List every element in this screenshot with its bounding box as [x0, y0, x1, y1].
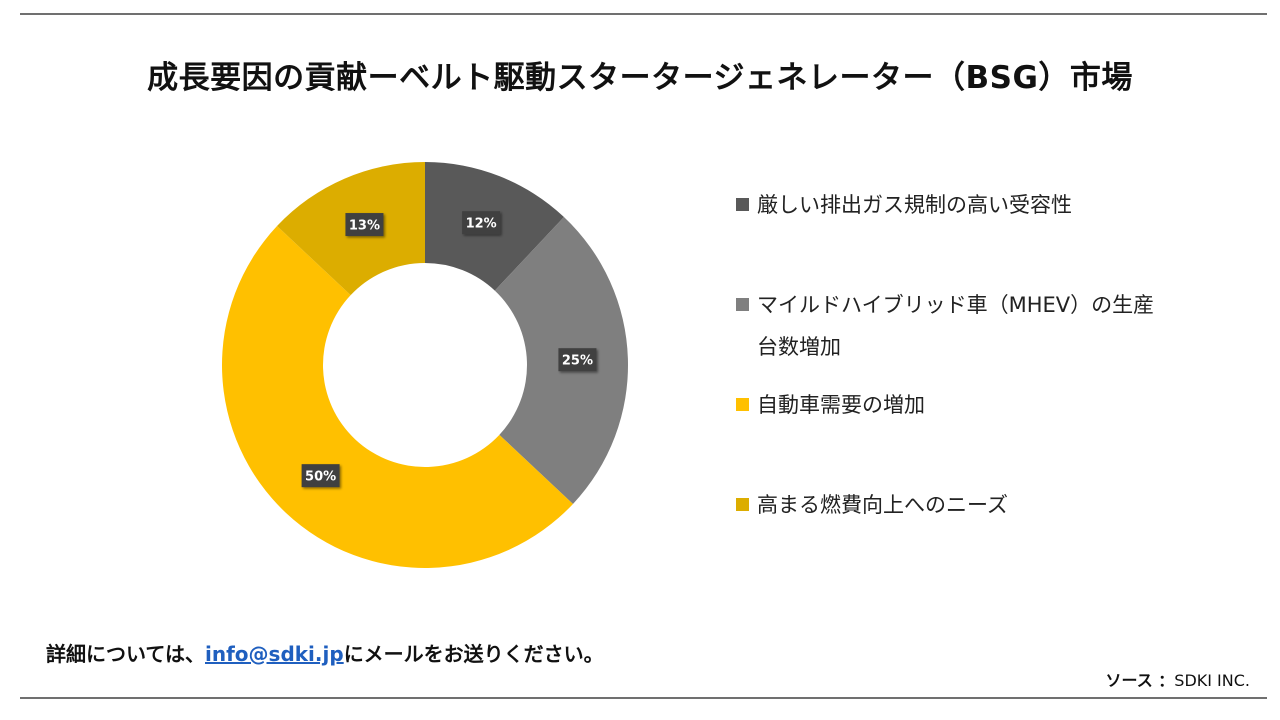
legend-label: 高まる燃費向上へのニーズ	[757, 493, 1008, 517]
data-label-box	[462, 211, 501, 235]
legend-label-continued: 台数増加	[757, 335, 841, 359]
chart-title: 成長要因の貢献ーベルト駆動スタータージェネレーター（BSG）市場	[147, 60, 1133, 96]
legend-swatch	[736, 198, 749, 211]
data-label-1: 12%	[462, 211, 501, 235]
data-label-text: 25%	[562, 354, 593, 369]
legend-swatch	[736, 398, 749, 411]
legend-item-fuel-efficiency: 高まる燃費向上へのニーズ	[736, 484, 1216, 526]
data-label-4: 13%	[345, 213, 384, 237]
legend-swatch	[736, 498, 749, 511]
data-label-text: 13%	[349, 219, 380, 234]
source-value: SDKI INC.	[1174, 671, 1250, 690]
legend-label: 自動車需要の増加	[757, 393, 925, 417]
data-label-box	[345, 213, 384, 237]
legend-label: 厳しい排出ガス規制の高い受容性	[757, 193, 1072, 217]
data-label-box	[301, 464, 340, 488]
legend-swatch	[736, 298, 749, 311]
legend-item-mhev-production: マイルドハイブリッド車（MHEV）の生産 台数増加	[736, 284, 1216, 368]
contact-text-before: 詳細については、	[46, 642, 205, 666]
legend-label: マイルドハイブリッド車（MHEV）の生産	[757, 293, 1155, 317]
legend-item-emission-regulations: 厳しい排出ガス規制の高い受容性	[736, 184, 1216, 226]
data-label-text: 12%	[466, 217, 497, 232]
source-label: ソース ：	[1105, 671, 1175, 690]
data-label-2: 25%	[558, 348, 597, 372]
email-link[interactable]: info@sdki.jp	[205, 642, 344, 666]
data-label-box	[558, 348, 597, 372]
top-divider	[20, 13, 1267, 15]
contact-text-after: にメールをお送りください。	[343, 642, 604, 666]
source-credit: ソース ：SDKI INC.	[1106, 667, 1251, 691]
legend-item-vehicle-demand: 自動車需要の増加	[736, 384, 1216, 426]
data-label-text: 50%	[305, 470, 336, 485]
donut-chart: 12% 25% 50% 13%	[222, 162, 628, 568]
bottom-divider	[20, 697, 1267, 699]
contact-note: 詳細については、info@sdki.jpにメールをお送りください。	[46, 638, 604, 667]
data-label-3: 50%	[301, 464, 340, 488]
